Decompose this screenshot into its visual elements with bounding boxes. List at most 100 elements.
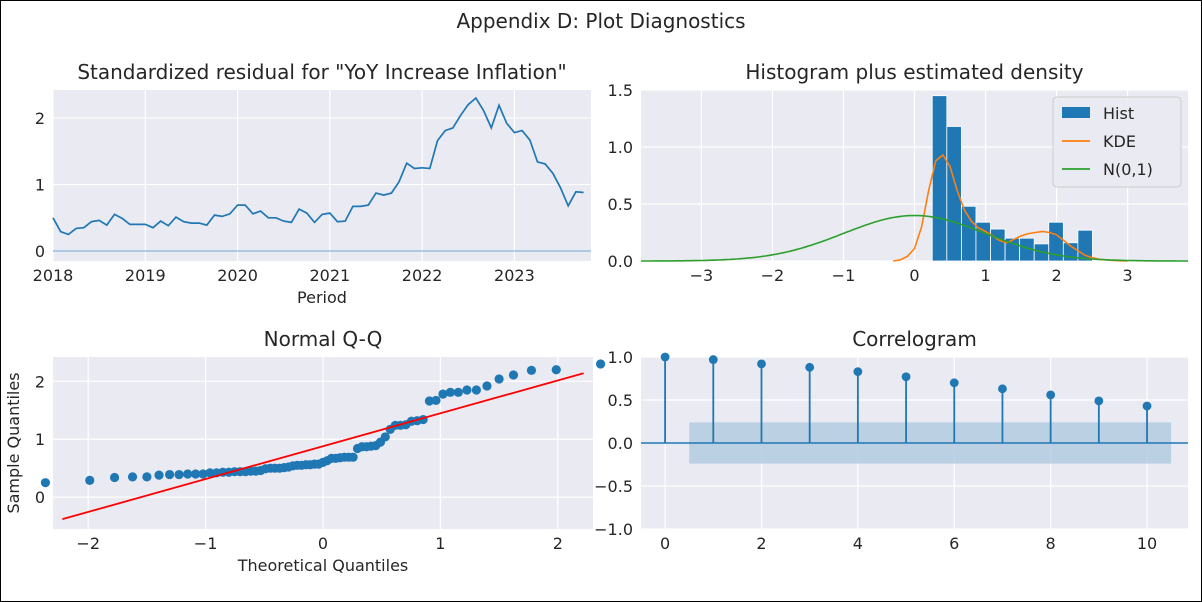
qq-ylabel: Sample Quantiles: [4, 372, 23, 513]
qq-point-3: [127, 472, 138, 482]
acf-ytick-label-2: 0.0: [608, 434, 633, 453]
acf-marker-10: [1142, 401, 1152, 411]
acf-ytick-label-0: −1.0: [594, 520, 633, 539]
resid-xtick-label-1: 2019: [125, 266, 166, 285]
resid-ytick-label-1: 1: [35, 175, 45, 194]
acf-xtick-label-2: 4: [853, 534, 863, 553]
hist-title: Histogram plus estimated density: [745, 60, 1083, 84]
hist-xtick-label-3: 0: [909, 266, 919, 285]
acf-marker-0: [660, 352, 670, 362]
hist-bar-1: [946, 126, 962, 262]
qq-point-48: [380, 432, 390, 442]
qq-point-5: [154, 470, 164, 480]
acf-marker-4: [853, 367, 863, 377]
resid-xtick-label-0: 2018: [33, 266, 74, 285]
acf-ytick-label-1: −0.5: [594, 477, 633, 496]
acf-marker-5: [901, 372, 911, 382]
qq-ytick-label-2: 2: [35, 372, 45, 391]
acf-xtick-label-5: 10: [1137, 534, 1157, 553]
qq-point-9: [191, 469, 201, 479]
acf-xtick-label-1: 2: [756, 534, 766, 553]
qq-xtick-label-2: 0: [318, 534, 328, 553]
qq-point-2: [109, 472, 120, 483]
hist-bar-8: [1048, 221, 1064, 262]
hist-xtick-label-4: 1: [980, 266, 990, 285]
qq-xtick-label-3: 1: [435, 534, 445, 553]
hist-bar-4: [990, 228, 1006, 262]
qq-point-41: [348, 452, 358, 462]
qq-xtick-label-0: −2: [76, 534, 100, 553]
normal-density-line: [641, 214, 1188, 262]
acf-marker-9: [1094, 396, 1104, 406]
qq-point-64: [494, 374, 504, 384]
qq-xtick-label-4: 2: [553, 534, 563, 553]
resid-xtick-label-5: 2023: [494, 266, 535, 285]
resid-title: Standardized residual for "YoY Increase …: [77, 60, 566, 84]
qq-point-60: [453, 387, 463, 397]
acf-marker-8: [1046, 390, 1056, 400]
resid-ytick-label-0: 0: [35, 242, 45, 261]
qq-xlabel: Theoretical Quantiles: [237, 556, 409, 575]
qq-point-11: [205, 468, 215, 478]
legend-normal-label: N(0,1): [1103, 160, 1153, 179]
legend-hist-label: Hist: [1103, 104, 1134, 123]
kde-line: [893, 153, 1128, 262]
qq-point-4: [142, 472, 152, 482]
qq-point-67: [551, 365, 561, 375]
qq-point-68: [595, 359, 606, 369]
resid-series-line: [52, 96, 584, 236]
qq-ytick-label-1: 1: [35, 430, 45, 449]
acf-marker-7: [998, 384, 1007, 394]
resid-xtick-label-3: 2021: [309, 266, 350, 285]
qq-point-1: [85, 475, 95, 485]
hist-ytick-label-1: 0.5: [608, 195, 633, 214]
qq-point-10: [198, 469, 208, 479]
legend-kde-label: KDE: [1103, 132, 1136, 151]
resid-xtick-label-4: 2022: [402, 266, 443, 285]
acf-marker-6: [949, 378, 959, 388]
resid-ytick-label-2: 2: [35, 109, 45, 128]
qq-point-6: [165, 469, 175, 480]
qq-point-56: [424, 396, 435, 406]
acf-ytick-label-3: 0.5: [608, 391, 633, 410]
acf-marker-1: [708, 355, 718, 364]
hist-bar-0: [931, 95, 948, 262]
qq-title: Normal Q-Q: [264, 327, 383, 351]
qq-ytick-label-0: 0: [35, 488, 45, 507]
hist-bar-2: [960, 205, 977, 262]
qq-point-62: [471, 385, 481, 395]
figure-title: Appendix D: Plot Diagnostics: [456, 9, 745, 33]
qq-point-65: [508, 370, 519, 380]
acf-marker-2: [757, 359, 766, 369]
qq-reference-line: [62, 372, 584, 521]
qq-point-7: [174, 469, 184, 480]
acf-xtick-label-4: 8: [1046, 534, 1056, 553]
hist-ytick-label-3: 1.5: [608, 81, 633, 100]
hist-xtick-label-2: −1: [832, 266, 856, 285]
acf-xtick-label-0: 0: [660, 534, 670, 553]
hist-xtick-label-6: 3: [1123, 266, 1133, 285]
qq-point-63: [482, 381, 492, 391]
hist-xtick-label-1: −2: [761, 266, 785, 285]
qq-xtick-label-1: −1: [194, 534, 218, 553]
qq-point-59: [445, 387, 455, 397]
qq-point-0: [40, 478, 51, 488]
qq-point-58: [438, 389, 448, 399]
qq-point-66: [526, 365, 537, 375]
resid-xlabel: Period: [297, 288, 347, 307]
qq-point-61: [462, 385, 472, 395]
hist-ytick-label-2: 1.0: [608, 138, 633, 157]
acf-title: Correlogram: [852, 327, 977, 351]
acf-xtick-label-3: 6: [949, 534, 959, 553]
hist-xtick-label-5: 2: [1051, 266, 1061, 285]
qq-point-57: [431, 395, 441, 406]
hist-legend-box: [1052, 96, 1182, 188]
hist-xtick-label-0: −3: [690, 266, 714, 285]
hist-ytick-label-0: 0.0: [608, 252, 633, 271]
legend-hist-swatch: [1062, 107, 1090, 118]
acf-marker-3: [805, 362, 815, 372]
resid-plot-area: [53, 90, 591, 261]
qq-point-8: [183, 469, 193, 479]
